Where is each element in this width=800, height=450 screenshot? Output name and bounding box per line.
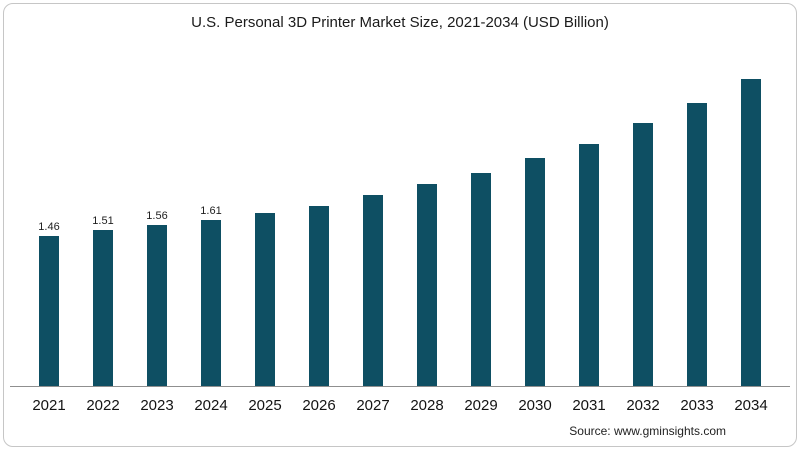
bar — [687, 103, 707, 386]
bar — [38, 236, 59, 386]
bar-column — [454, 52, 508, 386]
x-axis-labels: 2021 2022 2023 2024 2025 2026 2027 2028 2029 2030… — [22, 397, 778, 414]
plot-area: 1.46 1.51 1.56 1.61 — [14, 52, 786, 386]
x-tick-label: 2033 — [680, 397, 714, 414]
bar-column: 1.51 — [76, 52, 130, 386]
bar-column — [346, 52, 400, 386]
bar-value-label: 1.51 — [92, 215, 114, 227]
x-tick-label: 2027 — [356, 397, 390, 414]
chart-frame: U.S. Personal 3D Printer Market Size, 20… — [3, 3, 797, 447]
x-tick-label: 2025 — [248, 397, 282, 414]
bar-value-label: 1.61 — [200, 205, 222, 217]
x-tick-label: 2021 — [32, 397, 66, 414]
x-tick-label: 2029 — [464, 397, 498, 414]
x-tick-label: 2022 — [86, 397, 120, 414]
bar-column: 1.61 — [184, 52, 238, 386]
x-axis-line — [10, 386, 790, 387]
bar — [417, 184, 437, 386]
bar — [92, 230, 113, 386]
bar — [255, 213, 275, 386]
x-tick-label: 2034 — [734, 397, 768, 414]
bar — [146, 225, 167, 386]
bar — [363, 195, 383, 386]
bar-column: 1.56 — [130, 52, 184, 386]
x-tick-label: 2023 — [140, 397, 174, 414]
bar — [200, 220, 221, 386]
bar-column — [616, 52, 670, 386]
bar — [309, 206, 329, 386]
bars-container: 1.46 1.51 1.56 1.61 — [22, 52, 778, 386]
source-attribution: Source: www.gminsights.com — [569, 424, 726, 438]
bar-column — [238, 52, 292, 386]
bar-column — [670, 52, 724, 386]
bar-value-label: 1.56 — [146, 210, 168, 222]
chart-title: U.S. Personal 3D Printer Market Size, 20… — [191, 14, 609, 31]
bar — [579, 144, 599, 386]
x-tick-label: 2031 — [572, 397, 606, 414]
bar-value-label: 1.46 — [38, 221, 60, 233]
x-tick-label: 2024 — [194, 397, 228, 414]
bar-column — [508, 52, 562, 386]
bar-column — [292, 52, 346, 386]
bar — [633, 123, 653, 386]
bar-column — [400, 52, 454, 386]
bar — [525, 158, 545, 386]
bar-column — [562, 52, 616, 386]
bar-column — [724, 52, 778, 386]
bar — [471, 173, 491, 386]
bar-column: 1.46 — [22, 52, 76, 386]
x-tick-label: 2028 — [410, 397, 444, 414]
x-tick-label: 2032 — [626, 397, 660, 414]
x-tick-label: 2026 — [302, 397, 336, 414]
x-tick-label: 2030 — [518, 397, 552, 414]
bar — [741, 79, 761, 386]
